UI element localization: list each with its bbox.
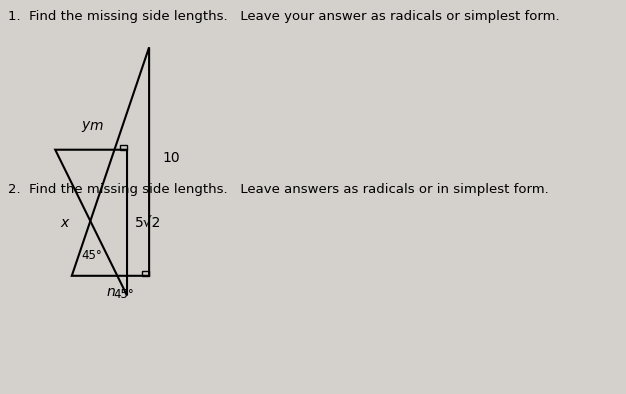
Text: 5√2: 5√2 <box>135 216 162 230</box>
Text: y: y <box>81 118 90 132</box>
Text: x: x <box>61 216 69 230</box>
Text: 10: 10 <box>163 151 180 165</box>
Text: 2.  Find the missing side lengths.   Leave answers as radicals or in simplest fo: 2. Find the missing side lengths. Leave … <box>8 183 549 196</box>
Text: 45°: 45° <box>82 249 103 262</box>
Text: 1.  Find the missing side lengths.   Leave your answer as radicals or simplest f: 1. Find the missing side lengths. Leave … <box>8 10 560 23</box>
Text: m: m <box>90 119 103 133</box>
Text: n: n <box>106 284 115 299</box>
Text: 45°: 45° <box>113 288 134 301</box>
